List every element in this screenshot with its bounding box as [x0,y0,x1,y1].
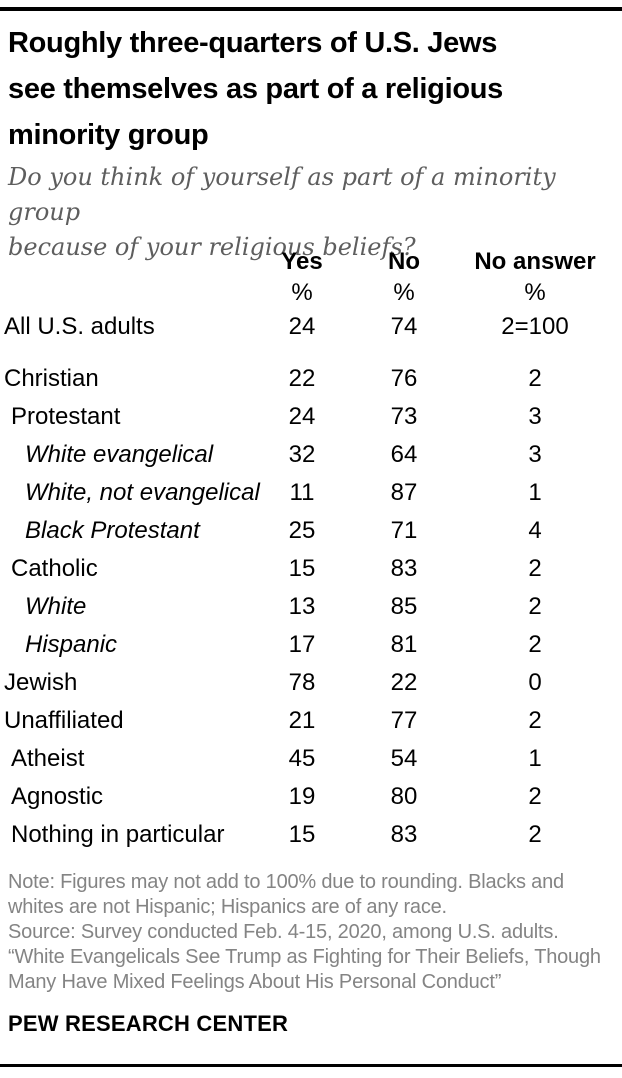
no-answer-value: 0 [528,669,542,696]
yes-value: 21 [288,707,316,734]
yes-value: 15 [288,555,316,582]
column-header-no: No [388,248,420,275]
percent-symbol: % [393,279,415,306]
row-label: White evangelical [25,441,214,468]
note-text: Note: Figures may not add to 100% due to… [8,871,564,918]
yes-value: 25 [288,517,316,544]
table-row: Catholic 15 83 2 [0,550,622,588]
table-row: Hispanic 17 81 2 [0,626,622,664]
row-label: Protestant [11,403,121,430]
no-value: 80 [390,783,418,810]
no-answer-value: 4 [528,517,542,544]
no-value: 73 [390,403,418,430]
yes-value: 22 [288,365,316,392]
row-label: Christian [4,365,99,392]
column-header-no-answer: No answer [474,248,596,275]
footer-notes: Note: Figures may not add to 100% due to… [8,870,618,995]
no-answer-value: 2 [528,707,542,734]
row-label: Hispanic [25,631,118,658]
no-value: 74 [390,313,418,340]
column-header-yes: Yes [281,248,323,275]
no-answer-value: 2 [528,783,542,810]
top-rule [0,7,622,11]
row-label: White [25,593,87,620]
survey-question: Do you think of yourself as part of a mi… [8,163,556,261]
pew-research-center-wordmark: PEW RESEARCH CENTER [8,1011,289,1036]
no-answer-value: 2=100 [501,313,569,340]
no-answer-value: 2 [528,555,542,582]
yes-value: 24 [288,313,316,340]
no-answer-value: 3 [528,403,542,430]
table-row: Atheist 45 54 1 [0,740,622,778]
table-row: Christian 22 76 2 [0,360,622,398]
row-label: Nothing in particular [11,821,225,848]
no-value: 85 [390,593,418,620]
page-title: Roughly three-quarters of U.S. Jews see … [8,27,504,151]
table-body: All U.S. adults 24 74 2=100 Christian 22 76 2 Pr… [0,308,622,854]
table-row: White 13 85 2 [0,588,622,626]
no-value: 22 [390,669,418,696]
row-label: All U.S. adults [4,313,155,340]
row-label: Jewish [4,669,78,696]
no-value: 71 [390,517,418,544]
yes-value: 45 [288,745,316,772]
no-answer-value: 2 [528,631,542,658]
percent-row: % % % [0,278,622,308]
yes-value: 11 [289,479,315,506]
table-row: Nothing in particular 15 83 2 [0,816,622,854]
no-answer-value: 2 [528,593,542,620]
table-header-row: Yes No No answer [0,246,622,278]
yes-value: 15 [288,821,316,848]
no-value: 64 [390,441,418,468]
report-title-quote: “White Evangelicals See Trump as Fightin… [8,946,601,993]
row-label: White, not evangelical [25,479,260,506]
row-label: Catholic [11,555,98,582]
no-answer-value: 2 [528,365,542,392]
table-row: Protestant 24 73 3 [0,398,622,436]
table-row: White, not evangelical 11 87 1 [0,474,622,512]
percent-symbol: % [291,279,313,306]
no-value: 54 [390,745,418,772]
yes-value: 32 [288,441,316,468]
table-row: All U.S. adults 24 74 2=100 [0,308,622,346]
percent-symbol: % [524,279,546,306]
yes-value: 24 [288,403,316,430]
table-row: Unaffiliated 21 77 2 [0,702,622,740]
no-value: 81 [390,631,418,658]
yes-value: 19 [288,783,316,810]
bottom-rule [0,1064,622,1067]
no-value: 87 [390,479,418,506]
row-label: Atheist [11,745,85,772]
no-answer-value: 1 [528,745,542,772]
no-value: 76 [390,365,418,392]
no-value: 83 [390,555,418,582]
data-table: Yes No No answer % % % All U.S. adults 24… [0,246,622,854]
table-row: Jewish 78 22 0 [0,664,622,702]
yes-value: 78 [288,669,316,696]
no-answer-value: 2 [528,821,542,848]
source-text: Source: Survey conducted Feb. 4-15, 2020… [8,921,559,943]
no-value: 77 [390,707,418,734]
table-row: Black Protestant 25 71 4 [0,512,622,550]
table-row: White evangelical 32 64 3 [0,436,622,474]
no-answer-value: 3 [528,441,542,468]
no-value: 83 [390,821,418,848]
table-row: Agnostic 19 80 2 [0,778,622,816]
yes-value: 13 [288,593,316,620]
yes-value: 17 [288,631,316,658]
no-answer-value: 1 [528,479,542,506]
row-label: Agnostic [11,783,104,810]
row-label: Black Protestant [25,517,200,544]
row-label: Unaffiliated [4,707,124,734]
